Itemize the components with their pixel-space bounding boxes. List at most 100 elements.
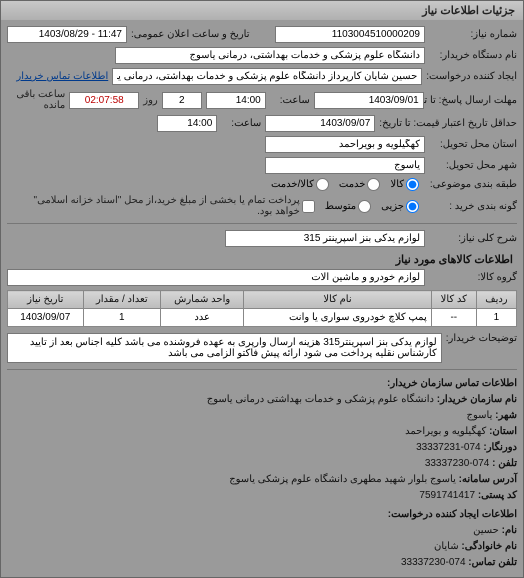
need-number-label: شماره نیاز: — [429, 29, 517, 40]
contact-address: یاسوج بلوار شهید مطهری دانشگاه علوم پزشک… — [229, 474, 456, 485]
checkbox-treasury-input[interactable] — [302, 200, 315, 213]
separator-2 — [7, 369, 517, 370]
city-label: شهر محل تحویل: — [429, 160, 517, 171]
time-label-1: ساعت: — [270, 95, 310, 106]
row-requester: ایجاد کننده درخواست: اطلاعات تماس خریدار — [7, 68, 517, 85]
buyer-desc-box: لوازم یدکی بنز اسپرینتر315 هزینه ارسال و… — [7, 333, 442, 363]
radio-goods-input[interactable] — [406, 178, 419, 191]
validity-time-input — [157, 115, 217, 132]
province-label: استان محل تحویل: — [429, 139, 517, 150]
contact-address-label: آدرس سامانه: — [459, 474, 517, 485]
contact-lname: شایان — [434, 541, 459, 552]
city-input — [265, 157, 425, 174]
public-announce-input — [7, 26, 127, 43]
contact-fax-row: دورنگار: 074-33337231 — [7, 440, 517, 456]
col-name: نام کالا — [244, 291, 432, 309]
validity-label: حداقل تاریخ اعتبار قیمت: تا تاریخ: — [379, 118, 517, 129]
col-row: ردیف — [476, 291, 516, 309]
radio-service[interactable]: خدمت — [339, 178, 381, 191]
contact-phone-label: تلفن : — [492, 458, 517, 469]
response-date-input — [314, 92, 424, 109]
contact-org: دانشگاه علوم پزشکی و خدمات بهداشتی درمان… — [207, 394, 434, 405]
details-panel: جزئیات اطلاعات نیاز شماره نیاز: تاریخ و … — [0, 0, 524, 578]
need-title-label: شرح کلی نیاز: — [429, 233, 517, 244]
col-date: تاریخ نیاز — [8, 291, 84, 309]
radio-goods[interactable]: کالا — [390, 178, 419, 191]
table-body: 1 -- پمپ کلاچ خودروی سواری یا وانت عدد 1… — [8, 309, 517, 327]
items-section-title: اطلاعات کالاهای مورد نیاز — [11, 253, 513, 266]
subject-class-label: طبقه بندی موضوعی: — [429, 179, 517, 190]
radio-medium-input[interactable] — [358, 200, 371, 213]
time-label-2: ساعت: — [221, 118, 261, 129]
cell-row: 1 — [476, 309, 516, 327]
contact-fname-row: نام: حسین — [7, 523, 517, 539]
row-validity: حداقل تاریخ اعتبار قیمت: تا تاریخ: ساعت: — [7, 115, 517, 132]
goods-group-input — [7, 269, 425, 286]
contact-fname: حسین — [473, 525, 499, 536]
radio-medium[interactable]: متوسط — [325, 200, 371, 213]
cell-qty: 1 — [83, 309, 161, 327]
col-qty: تعداد / مقدار — [83, 291, 161, 309]
radio-minor[interactable]: جزیی — [381, 200, 419, 213]
validity-date-input — [265, 115, 375, 132]
contact-block: اطلاعات تماس سازمان خریدار: نام سازمان خ… — [7, 376, 517, 571]
cell-unit: عدد — [161, 309, 244, 327]
contact-province: کهگیلویه و بویراحمد — [405, 426, 486, 437]
cell-name: پمپ کلاچ خودروی سواری یا وانت — [244, 309, 432, 327]
public-announce-label: تاریخ و ساعت اعلان عمومی: — [131, 29, 250, 40]
contact-province-row: استان: کهگیلویه و بویراحمد — [7, 424, 517, 440]
row-need-number: شماره نیاز: تاریخ و ساعت اعلان عمومی: — [7, 26, 517, 43]
contact-city: یاسوج — [467, 410, 493, 421]
response-time-input — [206, 92, 266, 109]
contact-org-label: نام سازمان خریدار: — [437, 394, 517, 405]
row-subject-class: طبقه بندی موضوعی: کالا خدمت کالا/خدمت — [7, 178, 517, 191]
panel-title: جزئیات اطلاعات نیاز — [1, 1, 523, 20]
cell-date: 1403/09/07 — [8, 309, 84, 327]
contact-phone-row: تلفن : 074-33337230 — [7, 456, 517, 472]
row-buyer-desc: توضیحات خریدار: لوازم یدکی بنز اسپرینتر3… — [7, 333, 517, 363]
row-purchase-class: گونه بندی خرید : جزیی متوسط پرداخت تمام … — [7, 195, 517, 217]
req-creator-title: اطلاعات ایجاد کننده درخواست: — [7, 507, 517, 523]
response-deadline-label: مهلت ارسال پاسخ: تا تاریخ: — [428, 95, 517, 106]
contact-province-label: استان: — [489, 426, 517, 437]
items-table: ردیف کد کالا نام کالا واحد شمارش تعداد /… — [7, 290, 517, 327]
radio-service-input[interactable] — [367, 178, 380, 191]
remaining-time-input — [69, 92, 139, 109]
contact-fname-label: نام: — [502, 525, 517, 536]
contact-postcode: 7591741417 — [419, 490, 475, 501]
contact-address-row: آدرس سامانه: یاسوج بلوار شهید مطهری دانش… — [7, 472, 517, 488]
panel-body: شماره نیاز: تاریخ و ساعت اعلان عمومی: نا… — [1, 20, 523, 577]
row-city: شهر محل تحویل: — [7, 157, 517, 174]
buyer-name-input — [115, 47, 425, 64]
row-need-title: شرح کلی نیاز: — [7, 230, 517, 247]
radio-minor-input[interactable] — [406, 200, 419, 213]
contact-city-label: شهر: — [495, 410, 517, 421]
contact-phone2-label: تلفن تماس: — [468, 557, 517, 568]
remaining-suffix-label: ساعت باقی مانده — [7, 89, 65, 111]
need-number-input — [275, 26, 425, 43]
contact-fax-label: دورنگار: — [483, 442, 517, 453]
row-response-deadline: مهلت ارسال پاسخ: تا تاریخ: ساعت: روز ساع… — [7, 89, 517, 111]
col-code: کد کالا — [431, 291, 476, 309]
contact-link[interactable]: اطلاعات تماس خریدار — [16, 71, 108, 82]
radio-goods-service[interactable]: کالا/خدمت — [271, 178, 329, 191]
contact-title: اطلاعات تماس سازمان خریدار: — [7, 376, 517, 392]
cell-code: -- — [431, 309, 476, 327]
contact-postcode-row: کد پستی: 7591741417 — [7, 488, 517, 504]
contact-org-row: نام سازمان خریدار: دانشگاه علوم پزشکی و … — [7, 392, 517, 408]
checkbox-treasury[interactable]: پرداخت تمام یا بخشی از مبلغ خرید،از محل … — [7, 195, 315, 217]
contact-lname-label: نام خانوادگی: — [461, 541, 517, 552]
contact-phone2: 074-33337230 — [401, 557, 466, 568]
contact-fax: 074-33337231 — [416, 442, 481, 453]
table-row[interactable]: 1 -- پمپ کلاچ خودروی سواری یا وانت عدد 1… — [8, 309, 517, 327]
separator-1 — [7, 223, 517, 224]
goods-group-label: گروه کالا: — [429, 272, 517, 283]
row-goods-group: گروه کالا: — [7, 269, 517, 286]
radio-goods-service-input[interactable] — [316, 178, 329, 191]
requester-input — [112, 68, 422, 85]
row-province: استان محل تحویل: — [7, 136, 517, 153]
contact-phone2-row: تلفن تماس: 074-33337230 — [7, 555, 517, 571]
table-head: ردیف کد کالا نام کالا واحد شمارش تعداد /… — [8, 291, 517, 309]
buyer-desc-label: توضیحات خریدار: — [446, 333, 517, 344]
contact-city-row: شهر: یاسوج — [7, 408, 517, 424]
